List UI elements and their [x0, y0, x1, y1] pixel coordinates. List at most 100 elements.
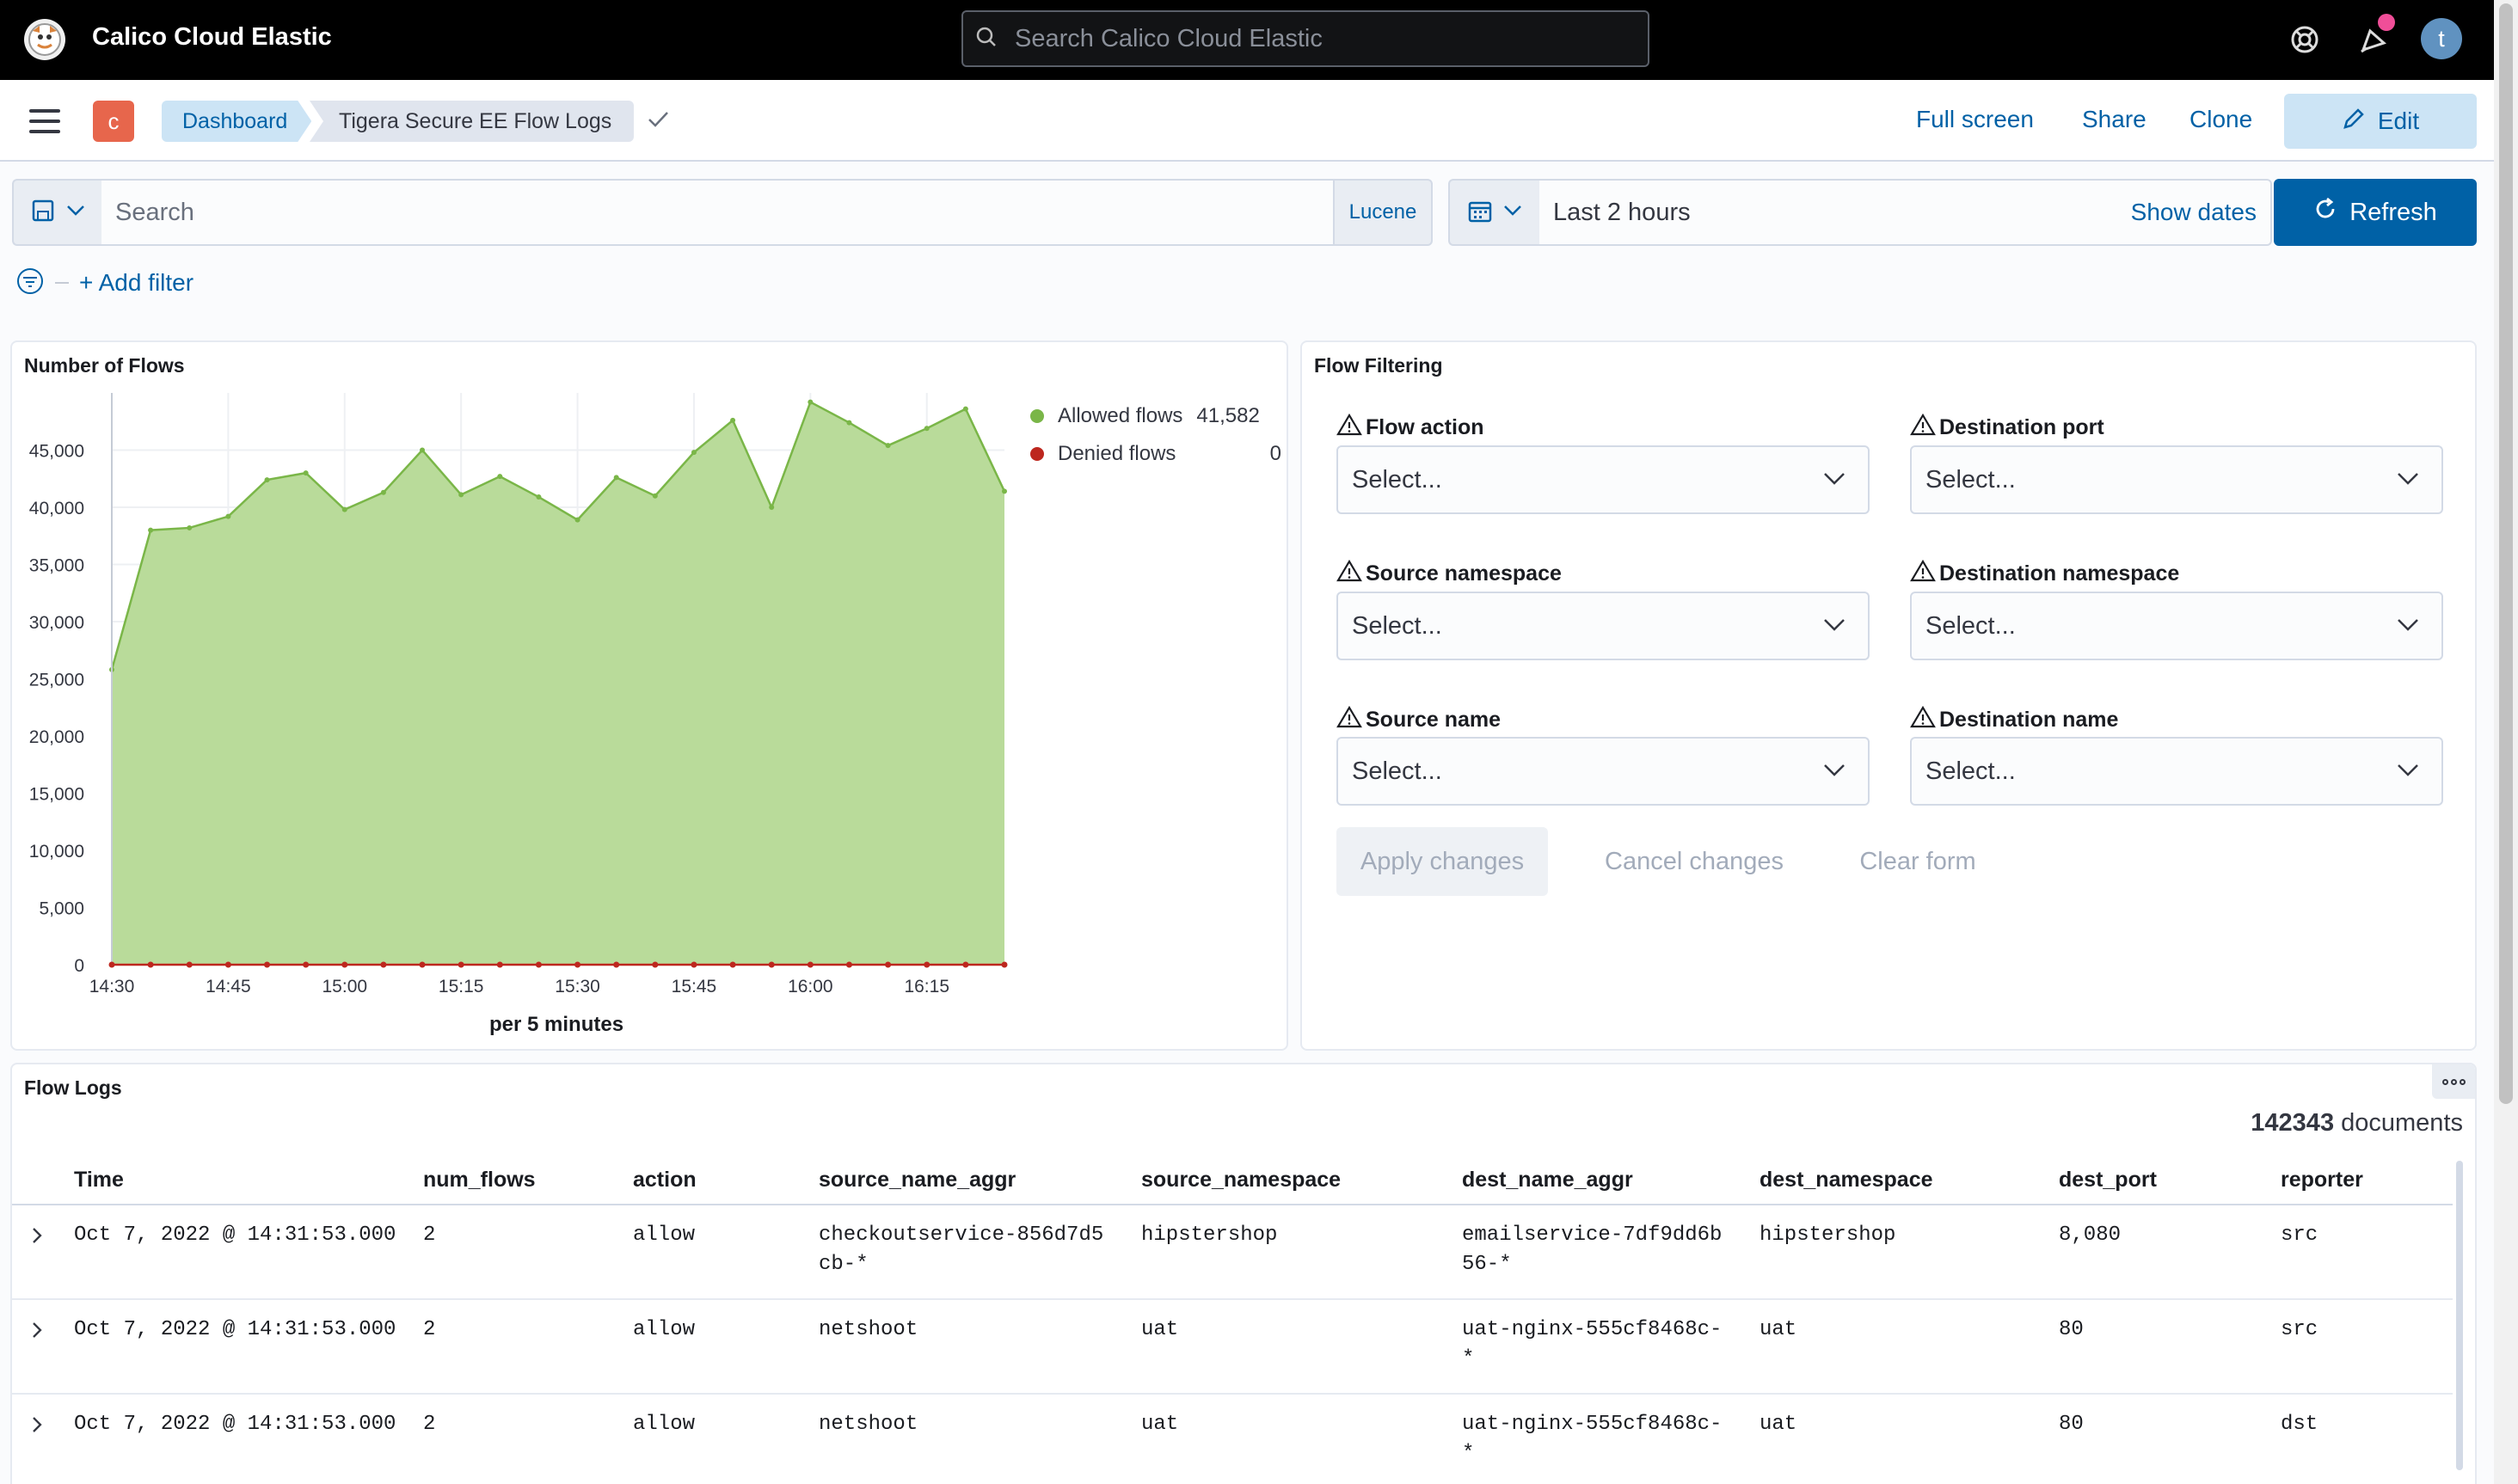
- denied-flows-point: [224, 961, 231, 968]
- space-avatar[interactable]: c: [93, 101, 134, 142]
- share-link[interactable]: Share: [2082, 106, 2146, 132]
- select-value: Select...: [1925, 465, 2016, 494]
- filter-icon[interactable]: [15, 267, 45, 300]
- table-cell: Oct 7, 2022 @ 14:31:53.000: [74, 1318, 396, 1341]
- column-header-reporter[interactable]: reporter: [2281, 1168, 2363, 1192]
- destination-name-select[interactable]: Select...: [1910, 737, 2443, 806]
- panel-title: Flow Filtering: [1314, 354, 1443, 377]
- panel-options-icon[interactable]: [2432, 1064, 2475, 1099]
- column-header-dest-port[interactable]: dest_port: [2059, 1168, 2157, 1192]
- source-name-select[interactable]: Select...: [1336, 737, 1870, 806]
- allowed-flows-point: [846, 420, 852, 426]
- select-value: Select...: [1925, 611, 2016, 640]
- save-icon: [30, 198, 56, 228]
- table-row: Oct 7, 2022 @ 14:31:53.000 2 allow checkout…: [12, 1205, 2453, 1300]
- breadcrumb-dashboard[interactable]: Dashboard: [162, 101, 311, 142]
- destination-namespace-select[interactable]: Select...: [1910, 592, 2443, 660]
- show-dates-link[interactable]: Show dates: [2130, 199, 2257, 225]
- help-icon[interactable]: [2284, 19, 2325, 60]
- column-header-time[interactable]: Time: [74, 1168, 124, 1192]
- y-tick-label: 35,000: [29, 556, 84, 576]
- denied-flows-point: [652, 961, 659, 968]
- table-cell: uat: [1760, 1413, 1797, 1436]
- destination-namespace-label: Destination namespace: [1910, 559, 2179, 589]
- x-tick-label: 14:45: [206, 977, 251, 996]
- query-language-button[interactable]: Lucene: [1333, 179, 1433, 246]
- allowed-flows-point: [380, 489, 386, 495]
- clone-link[interactable]: Clone: [2189, 106, 2253, 132]
- denied-flows-point: [691, 961, 697, 968]
- legend-item-allowed[interactable]: Allowed flows 41,582: [1030, 404, 1260, 428]
- allowed-flows-point: [420, 447, 426, 453]
- select-value: Select...: [1925, 757, 2016, 785]
- flows-chart-panel: Number of Flows 0 5,000 10,000 15,000 20,000…: [10, 340, 1288, 1051]
- query-input[interactable]: Search: [101, 179, 1345, 246]
- newsfeed-icon[interactable]: [2353, 19, 2394, 60]
- cancel-changes-button[interactable]: Cancel changes: [1605, 847, 1784, 875]
- clear-form-button[interactable]: Clear form: [1859, 847, 1976, 875]
- allowed-flows-point: [1002, 488, 1007, 494]
- expand-row-icon[interactable]: [29, 1226, 45, 1249]
- denied-flows-point: [380, 961, 387, 968]
- full-screen-link[interactable]: Full screen: [1916, 106, 2034, 132]
- check-icon[interactable]: [645, 106, 674, 135]
- column-header-action[interactable]: action: [633, 1168, 697, 1192]
- user-avatar[interactable]: t: [2421, 18, 2462, 59]
- app-logo-icon[interactable]: [24, 19, 65, 60]
- flow-action-select[interactable]: Select...: [1336, 445, 1870, 514]
- column-header-source-name-aggr[interactable]: source_name_aggr: [819, 1168, 1016, 1192]
- menu-icon[interactable]: [29, 109, 60, 133]
- warning-icon: [1336, 705, 1362, 735]
- denied-flows-point: [535, 961, 542, 968]
- denied-flows-point: [186, 961, 193, 968]
- table-cell: src: [2281, 1223, 2318, 1247]
- expand-row-icon[interactable]: [29, 1321, 45, 1344]
- saved-query-button[interactable]: [12, 179, 101, 246]
- refresh-button[interactable]: Refresh: [2274, 179, 2477, 246]
- table-cell: hipstershop: [1760, 1223, 1896, 1247]
- table-cell: hipstershop: [1141, 1223, 1278, 1247]
- table-scrollbar[interactable]: [2456, 1161, 2463, 1470]
- y-tick-label: 15,000: [29, 785, 84, 805]
- breadcrumb-bar: c Dashboard Tigera Secure EE Flow Logs F…: [0, 80, 2494, 162]
- column-header-dest-name-aggr[interactable]: dest_name_aggr: [1462, 1168, 1633, 1192]
- destination-port-select[interactable]: Select...: [1910, 445, 2443, 514]
- table-cell: uat: [1141, 1318, 1179, 1341]
- denied-flows-point: [1001, 961, 1008, 968]
- page-scrollbar[interactable]: [2494, 0, 2518, 1484]
- apply-changes-button[interactable]: Apply changes: [1336, 827, 1548, 896]
- edit-button[interactable]: Edit: [2284, 94, 2477, 149]
- time-range-display[interactable]: Last 2 hours Show dates: [1539, 179, 2272, 246]
- expand-row-icon[interactable]: [29, 1415, 45, 1438]
- y-tick-label: 40,000: [29, 499, 84, 518]
- denied-flows-point: [574, 961, 581, 968]
- legend-dot: [1030, 447, 1044, 461]
- column-header-source-namespace[interactable]: source_namespace: [1141, 1168, 1342, 1192]
- field-label-text: Destination name: [1939, 708, 2119, 732]
- legend-item-denied[interactable]: Denied flows 0: [1030, 442, 1281, 466]
- legend-dot: [1030, 409, 1044, 423]
- denied-flows-point: [419, 961, 426, 968]
- table-cell: allow: [633, 1318, 696, 1341]
- allowed-flows-point: [730, 417, 736, 423]
- table-cell: Oct 7, 2022 @ 14:31:53.000: [74, 1413, 396, 1436]
- allowed-flows-point: [458, 492, 464, 498]
- chevron-down-icon: [1503, 205, 1522, 221]
- document-count: 142343 documents: [2251, 1109, 2463, 1138]
- table-cell: 80: [2059, 1318, 2084, 1341]
- global-search-input[interactable]: Search Calico Cloud Elastic: [961, 10, 1649, 67]
- table-cell: dst: [2281, 1413, 2318, 1436]
- table-cell: uat-nginx-555cf8468c- *: [1462, 1318, 1723, 1371]
- table-cell: Oct 7, 2022 @ 14:31:53.000: [74, 1223, 396, 1247]
- source-namespace-select[interactable]: Select...: [1336, 592, 1870, 660]
- date-quick-select[interactable]: [1448, 179, 1539, 246]
- column-header-dest-namespace[interactable]: dest_namespace: [1760, 1168, 1933, 1192]
- edit-label: Edit: [2377, 107, 2420, 134]
- column-header-num-flows[interactable]: num_flows: [423, 1168, 536, 1192]
- table-cell: uat-nginx-555cf8468c- *: [1462, 1413, 1723, 1465]
- add-filter-button[interactable]: + Add filter: [79, 269, 194, 296]
- query-bar: Search Lucene Last 2 hours Show dates Re…: [12, 179, 2477, 246]
- y-tick-label: 20,000: [29, 727, 84, 747]
- table-cell: src: [2281, 1318, 2318, 1341]
- denied-flows-point: [885, 961, 892, 968]
